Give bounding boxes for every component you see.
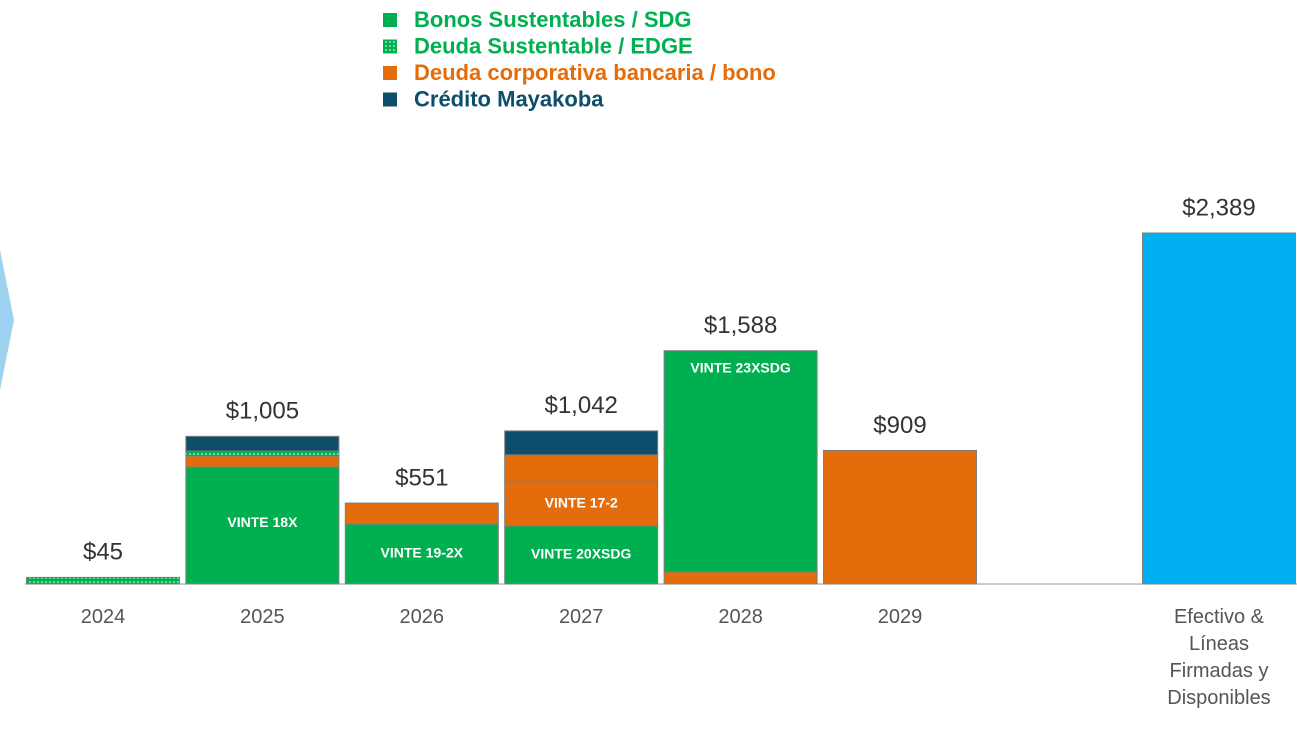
bar-segment [504,430,659,456]
bar-segment [663,350,818,573]
x-tick-label: 2028 [718,606,763,628]
legend-swatch [383,39,397,54]
legend-swatch [383,92,397,107]
bar-segment [26,576,180,585]
bar-segment [185,455,340,468]
segment-label: VINTE 18X [227,514,298,530]
total-label: $1,588 [704,312,777,339]
bar-segment [344,523,499,585]
segment-label: VINTE 23XSDG [690,359,790,375]
x-tick-label: 2029 [877,606,923,628]
legend-swatch [383,66,397,80]
segment-label: VINTE 17-2 [545,495,618,511]
total-label: $45 [83,539,123,566]
x-tick-label: Efectivo & Líneas Firmadas y Disponibles [1167,606,1271,709]
bar-segment [185,450,340,457]
bar-segment [663,571,818,585]
bar-segment [344,502,499,525]
x-tick-label: 2026 [399,606,445,628]
legend-label: Deuda Sustentable / EDGE [414,33,693,58]
x-tick-label: 2024 [80,606,126,628]
legend-label: Bonos Sustentables / SDG [414,7,692,32]
arrow-decoration [0,250,14,390]
x-tick-label: 2025 [240,606,285,628]
total-label: $1,005 [226,398,299,425]
x-tick-label: 2027 [558,606,604,628]
bar-segment [185,466,340,585]
legend-label: Deuda corporativa bancaria / bono [414,60,776,85]
bar-segment [504,454,659,483]
total-label: $909 [873,412,926,439]
total-label: $2,389 [1182,194,1255,221]
legend-swatch [383,13,397,27]
bar-segment [504,481,659,527]
total-label: $1,042 [544,392,617,419]
bar-segment [823,449,977,585]
bar-segment [185,435,340,452]
total-label: $551 [395,464,448,491]
segment-label: VINTE 20XSDG [531,546,631,562]
bar-segment [1142,232,1296,585]
segment-label: VINTE 19-2X [381,545,464,561]
legend-label: Crédito Mayakoba [414,86,604,111]
